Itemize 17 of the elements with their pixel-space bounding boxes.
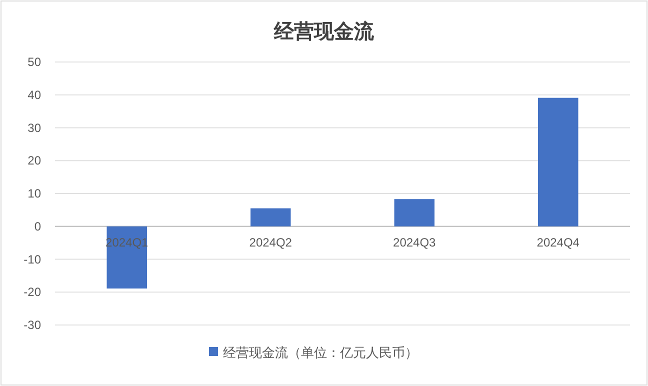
y-tick-label: 50 [28,55,42,69]
x-tick-label: 2024Q4 [536,235,580,250]
legend-label: 经营现金流（单位：亿元人民币） [223,345,418,360]
y-tick-label: 40 [28,88,42,102]
y-tick-label: 0 [34,219,42,234]
y-tick-label: 30 [28,120,42,135]
bar [250,208,291,226]
bar [538,98,578,226]
x-tick-label: 2024Q3 [393,235,436,250]
y-tick-label: -30 [24,318,42,332]
y-tick-label: 20 [28,154,42,168]
bar [394,199,434,226]
y-tick-label: -20 [24,285,42,300]
x-tick-label: 2024Q2 [249,235,292,250]
chart-title: 经营现金流 [273,20,375,43]
y-tick-label: 10 [28,186,42,200]
y-tick-label: -10 [24,252,42,266]
